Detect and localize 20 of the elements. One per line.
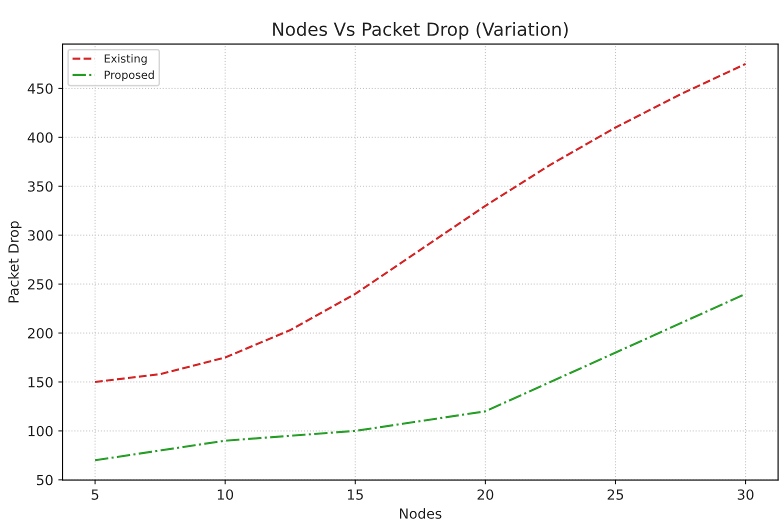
y-tick-label: 450 [28,83,53,94]
legend-label: Existing [104,54,147,65]
y-tick-label: 250 [28,279,53,290]
y-tick-label: 200 [28,328,53,339]
y-tick-label: 100 [28,426,53,436]
y-tick-label: 150 [28,376,53,388]
legend-label: Proposed [104,70,154,82]
x-tick-label: 15 [348,490,363,500]
chart-title: Nodes Vs Packet Drop (Variation) [273,22,568,40]
y-tick-label: 350 [28,181,53,192]
y-tick-label: 50 [36,474,53,486]
x-tick-label: 5 [92,490,98,500]
x-tick-label: 25 [608,489,624,500]
x-tick-label: 10 [218,489,234,500]
x-axis-title: Nodes [400,508,442,519]
y-tick-label: 300 [28,230,53,241]
x-tick-label: 20 [478,489,494,500]
y-axis-title: Packet Drop [8,221,22,302]
y-tick-label: 400 [28,132,53,143]
x-tick-label: 30 [738,489,754,500]
